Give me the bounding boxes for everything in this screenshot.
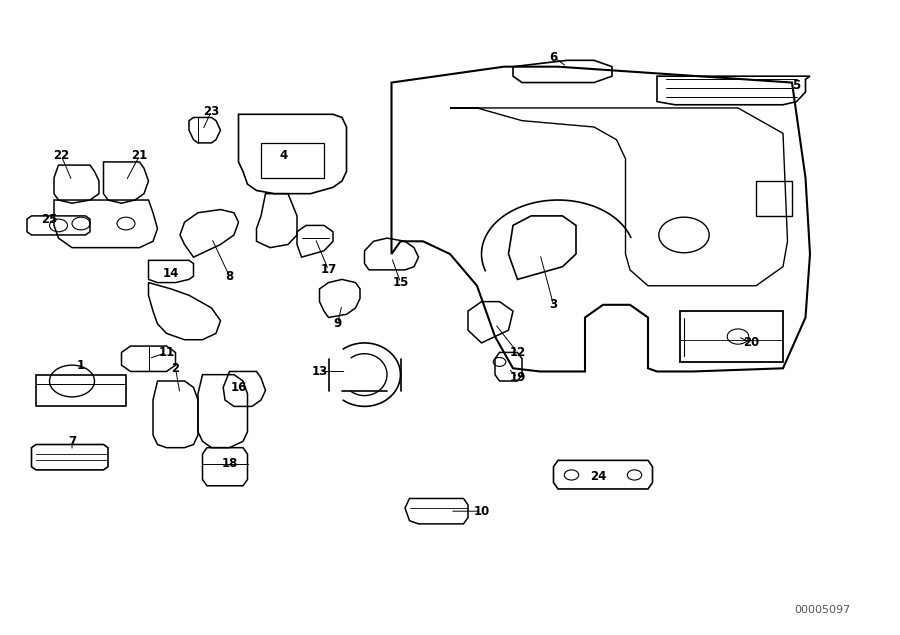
Text: 18: 18 — [221, 457, 238, 470]
Text: 5: 5 — [792, 79, 801, 92]
Text: 1: 1 — [76, 359, 86, 371]
Text: 20: 20 — [743, 337, 760, 349]
Text: 17: 17 — [320, 264, 337, 276]
Text: 19: 19 — [509, 371, 526, 384]
Text: 3: 3 — [549, 298, 558, 311]
Text: 4: 4 — [279, 149, 288, 162]
Bar — [756, 181, 792, 216]
Text: 11: 11 — [158, 346, 175, 359]
Text: 2: 2 — [171, 362, 180, 375]
Text: 13: 13 — [311, 365, 328, 378]
Text: 6: 6 — [549, 51, 558, 64]
Text: 21: 21 — [131, 149, 148, 162]
Text: 25: 25 — [41, 213, 58, 225]
Text: 12: 12 — [509, 346, 526, 359]
Bar — [261, 143, 324, 178]
Text: 8: 8 — [225, 270, 234, 283]
Text: 00005097: 00005097 — [794, 605, 850, 615]
Text: 23: 23 — [203, 105, 220, 117]
Text: 22: 22 — [53, 149, 69, 162]
Text: 24: 24 — [590, 470, 607, 483]
Text: 7: 7 — [68, 435, 76, 448]
Polygon shape — [396, 83, 783, 368]
Text: 10: 10 — [473, 505, 490, 518]
Text: 9: 9 — [333, 318, 342, 330]
Text: 14: 14 — [163, 267, 179, 279]
Text: 16: 16 — [230, 381, 247, 394]
Text: 15: 15 — [392, 276, 409, 289]
